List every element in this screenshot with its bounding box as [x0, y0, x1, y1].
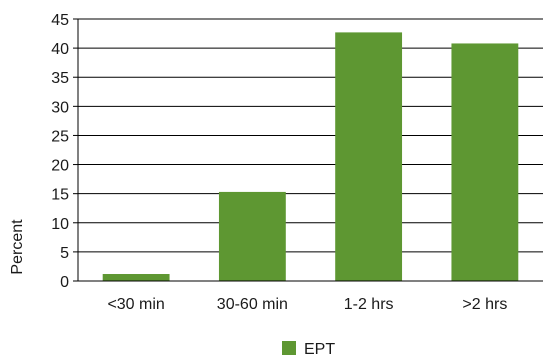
y-tick-label: 45 [51, 12, 69, 29]
x-tick-label: <30 min [107, 296, 164, 313]
x-tick-label: 30-60 min [217, 296, 288, 313]
y-tick-label: 20 [51, 158, 69, 175]
axes [73, 18, 543, 282]
legend: EPT [282, 341, 335, 358]
bar [218, 191, 286, 281]
legend-label: EPT [304, 341, 335, 358]
y-tick-label: 35 [51, 70, 69, 87]
legend-swatch [282, 341, 296, 355]
y-tick-label: 40 [51, 41, 69, 58]
y-tick-labels: 0 5 10 15 20 25 30 35 40 45 [51, 12, 69, 291]
y-axis-label: Percent [9, 219, 26, 275]
bar [102, 274, 170, 281]
y-tick-label: 30 [51, 99, 69, 116]
x-tick-label: >2 hrs [462, 296, 507, 313]
bar [335, 32, 403, 281]
bar [451, 43, 519, 281]
gridlines [78, 18, 543, 282]
y-tick-label: 25 [51, 128, 69, 145]
bars [102, 32, 519, 281]
x-tick-label: 1-2 hrs [344, 296, 394, 313]
y-tick-label: 5 [60, 245, 69, 262]
x-tick-labels: <30 min 30-60 min 1-2 hrs >2 hrs [107, 296, 507, 313]
y-tick-label: 10 [51, 216, 69, 233]
y-tick-label: 0 [60, 274, 69, 291]
y-tick-label: 15 [51, 187, 69, 204]
